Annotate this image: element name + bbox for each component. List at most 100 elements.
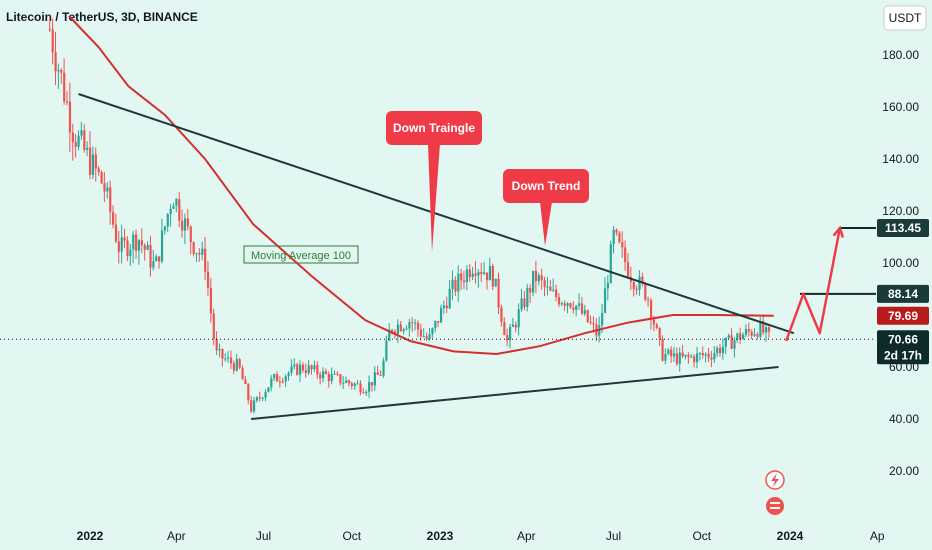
chart-title: Litecoin / TetherUS, 3D, BINANCE (6, 10, 198, 24)
candle-body (462, 280, 466, 283)
candle-body (477, 271, 480, 276)
candle-body (94, 154, 97, 169)
candle-body (238, 359, 241, 368)
down-trend-callout-label: Down Trend (512, 179, 581, 193)
candle-body (762, 321, 765, 333)
candle-body (532, 270, 535, 293)
candle-body (270, 378, 273, 388)
candle-body (491, 265, 494, 287)
candle-body (100, 171, 103, 184)
candle-body (454, 279, 457, 292)
x-tick-label: Jul (606, 529, 621, 543)
candle-body (209, 287, 213, 314)
moving-average-line (68, 15, 774, 356)
projection-arrowhead (832, 225, 845, 238)
candle-body (313, 365, 316, 370)
x-tick-label: Oct (342, 529, 361, 543)
candle-body (750, 331, 753, 336)
candle-body (402, 329, 405, 332)
candle-body (644, 283, 647, 300)
candle-body (690, 356, 693, 358)
candle-body (89, 147, 92, 175)
candle-body (264, 392, 267, 398)
candle-body (172, 205, 175, 209)
candle-body (497, 278, 500, 308)
earnings-event-icon[interactable] (766, 497, 784, 515)
target-high-badge (877, 219, 929, 238)
candle-body (356, 383, 359, 385)
candle-body (684, 354, 687, 357)
candle-body (514, 324, 517, 328)
candle-body (670, 349, 673, 357)
candle-body (71, 132, 74, 142)
candle-body (428, 334, 431, 339)
candle-body (549, 286, 552, 291)
candle-body (166, 214, 169, 227)
candle-body (569, 303, 572, 308)
candle-body (252, 400, 256, 412)
candle-body (716, 348, 719, 354)
candle-body (342, 382, 345, 384)
candle-body (724, 337, 727, 347)
candle-body (555, 289, 558, 297)
candle-body (661, 338, 664, 361)
candle-body (160, 230, 164, 262)
candle-body (468, 269, 471, 277)
descending-resistance-trendline[interactable] (78, 93, 795, 335)
candle-body (86, 147, 89, 150)
candle-body (310, 365, 313, 370)
ascending-support-trendline[interactable] (250, 366, 779, 420)
candle-body (120, 237, 123, 252)
target-mid-badge (877, 284, 929, 303)
candle-body (655, 324, 658, 328)
earnings-glyph-line-1 (770, 502, 780, 504)
candle-body (759, 321, 762, 337)
candle-body (733, 339, 736, 349)
candle-body (721, 346, 725, 354)
candle-body (385, 340, 388, 361)
candle-body (287, 372, 290, 377)
candle-body (316, 365, 319, 375)
countdown-text: 2d 17h (884, 348, 922, 362)
currency-button[interactable] (883, 5, 927, 31)
ma-value-badge-text: 79.69 (888, 309, 918, 323)
down-triangle-callout-bubble[interactable] (386, 111, 482, 145)
x-tick-label: 2024 (777, 529, 804, 543)
candle-body (48, 29, 51, 30)
candle-body (63, 72, 66, 102)
candle-body (618, 232, 621, 243)
candle-body (112, 211, 115, 225)
moving-average-label-box[interactable] (243, 245, 359, 264)
candle-body (155, 256, 158, 262)
candle-body (379, 374, 382, 376)
candle-body (178, 199, 181, 221)
candle-body (267, 387, 270, 393)
candle-body (411, 322, 414, 324)
candle-body (324, 371, 328, 374)
candle-body (278, 381, 282, 383)
candle-body (347, 380, 351, 384)
candle-body (451, 279, 454, 289)
candle-body (641, 276, 644, 284)
candle-body (218, 348, 221, 351)
candle-body (365, 391, 368, 394)
projection-arrow[interactable] (784, 227, 842, 342)
candle-body (103, 183, 106, 192)
candle-body (534, 270, 538, 282)
candle-body (368, 382, 371, 392)
candle-body (54, 52, 57, 72)
candle-body (362, 392, 365, 394)
candle-body (215, 338, 218, 351)
candle-body (572, 307, 575, 310)
candle-body (744, 329, 748, 335)
moving-average-label: Moving Average 100 (251, 250, 351, 262)
candle-body (255, 397, 259, 401)
candle-body (710, 357, 713, 360)
candle-body (434, 320, 437, 329)
candle-body (747, 329, 750, 332)
down-trend-callout-bubble[interactable] (503, 169, 589, 203)
candle-body (258, 397, 261, 399)
candle-body (437, 320, 440, 323)
candle-body (376, 372, 379, 375)
